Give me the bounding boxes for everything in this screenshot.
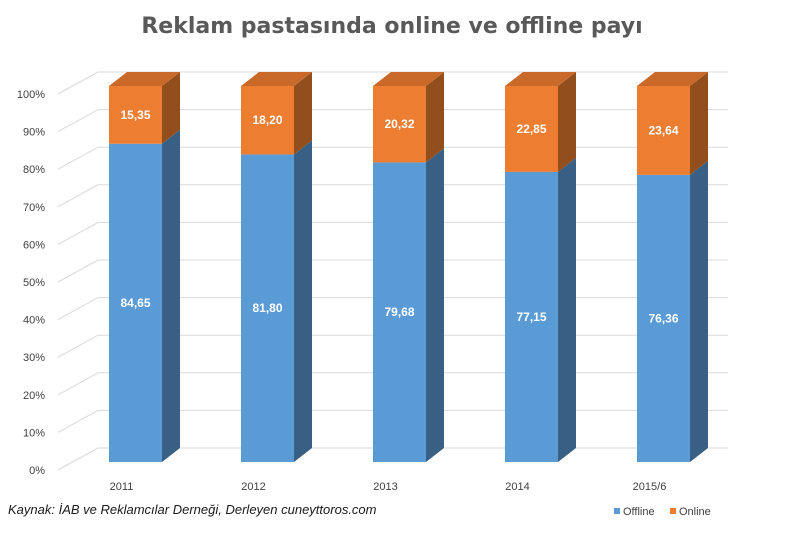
bar-side-offline — [558, 157, 576, 462]
gridline — [57, 71, 728, 95]
x-tick-label: 2015/6 — [633, 481, 667, 493]
y-tick-label: 80% — [23, 164, 45, 176]
y-tick-label: 10% — [23, 427, 45, 439]
legend-label-online: Online — [679, 506, 711, 518]
data-label-offline: 76,36 — [648, 311, 678, 325]
bar-side-offline — [690, 160, 708, 462]
bar-side-offline — [426, 148, 444, 462]
bar-side-offline — [294, 140, 312, 462]
bar-online — [109, 86, 162, 144]
y-tick-label: 40% — [23, 315, 45, 327]
data-label-offline: 79,68 — [384, 305, 414, 319]
bar-stack-2012: 81,80 18,20 — [241, 72, 312, 462]
x-tick-label: 2014 — [505, 481, 529, 493]
data-label-online: 22,85 — [516, 122, 546, 136]
legend-swatch-offline — [614, 508, 620, 514]
y-tick-label: 50% — [23, 277, 45, 289]
legend-label-offline: Offline — [623, 506, 655, 518]
y-axis: 0% 10% 20% 30% 40% 50% 60% 70% 80% 90% 100% — [17, 89, 45, 477]
bars: 84,65 15,35 81,80 18,20 79,68 20,32 77,15 22,85… — [109, 72, 708, 462]
x-axis: 2011 2012 2013 2014 2015/6 — [110, 481, 667, 493]
y-tick-label: 90% — [23, 127, 45, 139]
data-label-online: 20,32 — [384, 117, 414, 131]
legend-swatch-online — [670, 508, 676, 514]
bar-side-offline — [162, 129, 180, 462]
source-note: Kaynak: İAB ve Reklamcılar Derneği, Derl… — [8, 502, 377, 517]
y-tick-label: 60% — [23, 239, 45, 251]
bar-side-online — [690, 72, 708, 175]
y-tick-label: 0% — [29, 465, 45, 477]
bar-top-online — [109, 72, 180, 86]
data-label-online: 18,20 — [252, 113, 282, 127]
data-label-online: 15,35 — [120, 108, 150, 122]
bar-offline — [637, 174, 690, 462]
data-label-online: 23,64 — [648, 123, 678, 137]
bar-stack-2011: 84,65 15,35 — [109, 72, 180, 462]
x-tick-label: 2012 — [241, 481, 265, 493]
y-tick-label: 30% — [23, 352, 45, 364]
x-tick-label: 2011 — [110, 481, 134, 493]
bar-side-online — [294, 72, 312, 155]
bar-top-online — [637, 72, 708, 86]
bar-offline — [109, 143, 162, 462]
bar-offline — [505, 171, 558, 462]
bar-top-online — [373, 72, 444, 86]
bar-offline — [373, 162, 426, 462]
bar-online — [637, 86, 690, 175]
data-label-offline: 81,80 — [252, 301, 282, 315]
bar-stack-2013: 79,68 20,32 — [373, 72, 444, 462]
y-tick-label: 20% — [23, 390, 45, 402]
data-label-offline: 84,65 — [120, 296, 150, 310]
bar-top-online — [505, 72, 576, 86]
bar-side-online — [426, 72, 444, 163]
chart-title: Reklam pastasında online ve offline payı — [141, 14, 642, 39]
legend: Offline Online — [614, 506, 711, 518]
y-tick-label: 70% — [23, 202, 45, 214]
bar-stack-2014: 77,15 22,85 — [505, 72, 576, 462]
bar-side-online — [162, 72, 180, 144]
data-label-offline: 77,15 — [516, 310, 546, 324]
bar-side-online — [558, 72, 576, 172]
bar-online — [373, 86, 426, 163]
bar-stack-20156: 76,36 23,64 — [637, 72, 708, 462]
bar-top-online — [241, 72, 312, 86]
x-tick-label: 2013 — [373, 481, 397, 493]
y-tick-label: 100% — [17, 89, 45, 101]
bar-online — [505, 86, 558, 172]
bar-online — [241, 86, 294, 155]
bar-offline — [241, 154, 294, 462]
